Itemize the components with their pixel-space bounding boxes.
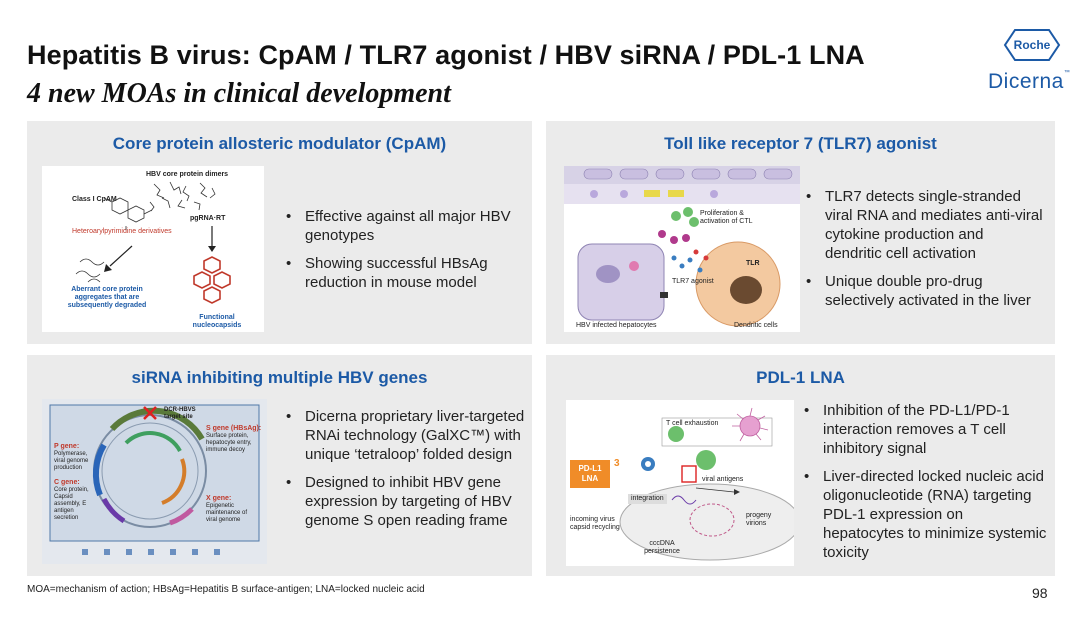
cpam-bullet: Showing successful HBsAg reduction in mo…	[284, 254, 524, 292]
cpam-bullet: Effective against all major HBV genotype…	[284, 207, 524, 245]
sirna-bullet: Designed to inhibit HBV gene expression …	[284, 473, 529, 530]
tlr7-bullet: TLR7 detects single-stranded viral RNA a…	[804, 187, 1044, 263]
sirna-x-desc: Epigenetic maintenance of viral genome	[206, 503, 248, 523]
pdl1-integration-label: integration	[628, 494, 667, 504]
dicerna-logo-text: Dicerna	[988, 70, 1064, 93]
panel-cpam-title: Core protein allosteric modulator (CpAM)	[112, 134, 447, 153]
panel-tlr7-title: Toll like receptor 7 (TLR7) agonist	[664, 134, 937, 153]
sirna-bullets: Dicerna proprietary liver-targeted RNAi …	[284, 407, 529, 539]
tlr7-diagram	[564, 166, 800, 327]
tlr7-hep-label: HBV infected hepatocytes	[576, 322, 657, 329]
panel-pdl1: PDL-1 LNA T cell exhaustion PD-L1 LNA 3 …	[546, 355, 1055, 576]
sirna-c-desc: Core protein, Capsid assembly, E antigen…	[54, 487, 89, 521]
cpam-pgrna-label: pgRNA·RT	[190, 215, 226, 222]
cpam-diagram	[75, 181, 231, 304]
tlr7-tlr-label: TLR	[746, 260, 760, 267]
roche-logo: Roche	[1003, 28, 1061, 62]
panel-pdl1-title: PDL-1 LNA	[756, 368, 845, 387]
roche-logo-text: Roche	[1014, 38, 1051, 52]
sirna-diagram	[42, 399, 267, 564]
sirna-p-desc: Polymerase, viral genome production	[54, 451, 89, 471]
sirna-s-desc: Surface protein, hepatocyte entry, immun…	[206, 433, 252, 453]
pdl1-incoming-label: incoming virus capsid recycling	[570, 516, 620, 531]
sirna-p-gene: P gene:	[54, 443, 80, 450]
panel-sirna-title: siRNA inhibiting multiple HBV genes	[131, 368, 428, 387]
pdl1-progeny-label: progeny virions	[746, 512, 772, 527]
cpam-aberrant-label: Aberrant core protein aggregates that ar…	[67, 286, 147, 309]
pdl1-figure: T cell exhaustion PD-L1 LNA 3 viral anti…	[566, 400, 794, 566]
dicerna-tm: ™	[1063, 70, 1071, 76]
cpam-class-label: Class I CpAM	[72, 196, 117, 203]
panel-tlr7: Toll like receptor 7 (TLR7) agonist HBV …	[546, 121, 1055, 344]
pdl1-box-label: PD-L1 LNA	[578, 464, 602, 483]
slide-subtitle: 4 new MOAs in clinical development	[27, 78, 451, 109]
pdl1-exhaustion-label: T cell exhaustion	[666, 420, 719, 427]
cpam-functional-label: Functional nucleocapsids	[192, 314, 242, 329]
tlr7-dc-label: Dendritic cells	[734, 322, 778, 329]
pdl1-bullets: Inhibition of the PD-L1/PD-1 interaction…	[802, 401, 1047, 571]
panel-sirna: siRNA inhibiting multiple HBV genes DCR-…	[27, 355, 532, 576]
pdl1-cccdna-label: cccDNA persistence	[644, 540, 680, 555]
pdl1-antigens-label: viral antigens	[702, 476, 744, 483]
sirna-x-gene: X gene:	[206, 495, 232, 502]
tlr7-agonist-label: TLR7 agonist	[672, 278, 714, 285]
page-number: 98	[1032, 585, 1048, 601]
footnote: MOA=mechanism of action; HBsAg=Hepatitis…	[27, 584, 425, 595]
sirna-c-gene: C gene:	[54, 479, 80, 486]
sirna-bullet: Dicerna proprietary liver-targeted RNAi …	[284, 407, 529, 464]
tlr7-prolif-label: Proliferation & activation of CTL	[700, 210, 753, 225]
sirna-figure: DCR-HBVS target site S gene (HBsAg): Sur…	[42, 399, 267, 564]
cpam-figure: HBV core protein dimers Class I CpAM pgR…	[42, 166, 264, 332]
panel-cpam: Core protein allosteric modulator (CpAM)…	[27, 121, 532, 344]
cpam-hap-label: Heteroarylpyrimidine derivatives	[72, 228, 172, 235]
pdl1-lna-box: PD-L1 LNA	[570, 460, 610, 488]
tlr7-bullets: TLR7 detects single-stranded viral RNA a…	[804, 187, 1044, 319]
tlr7-figure: HBV infected hepatocytes Dendritic cells…	[564, 166, 800, 332]
dicerna-logo: Dicerna™	[988, 70, 1070, 94]
pdl1-bullet: Liver-directed locked nucleic acid oligo…	[802, 467, 1047, 562]
cpam-bullets: Effective against all major HBV genotype…	[284, 207, 524, 301]
slide-title: Hepatitis B virus: CpAM / TLR7 agonist /…	[27, 40, 865, 70]
sirna-target-label: DCR-HBVS target site	[164, 407, 196, 420]
sirna-s-gene: S gene (HBsAg):	[206, 425, 262, 432]
tlr7-bullet: Unique double pro-drug selectively activ…	[804, 272, 1044, 310]
cpam-dimers-label: HBV core protein dimers	[146, 171, 229, 178]
pdl1-bullet: Inhibition of the PD-L1/PD-1 interaction…	[802, 401, 1047, 458]
pdl1-marker: 3	[614, 458, 620, 469]
